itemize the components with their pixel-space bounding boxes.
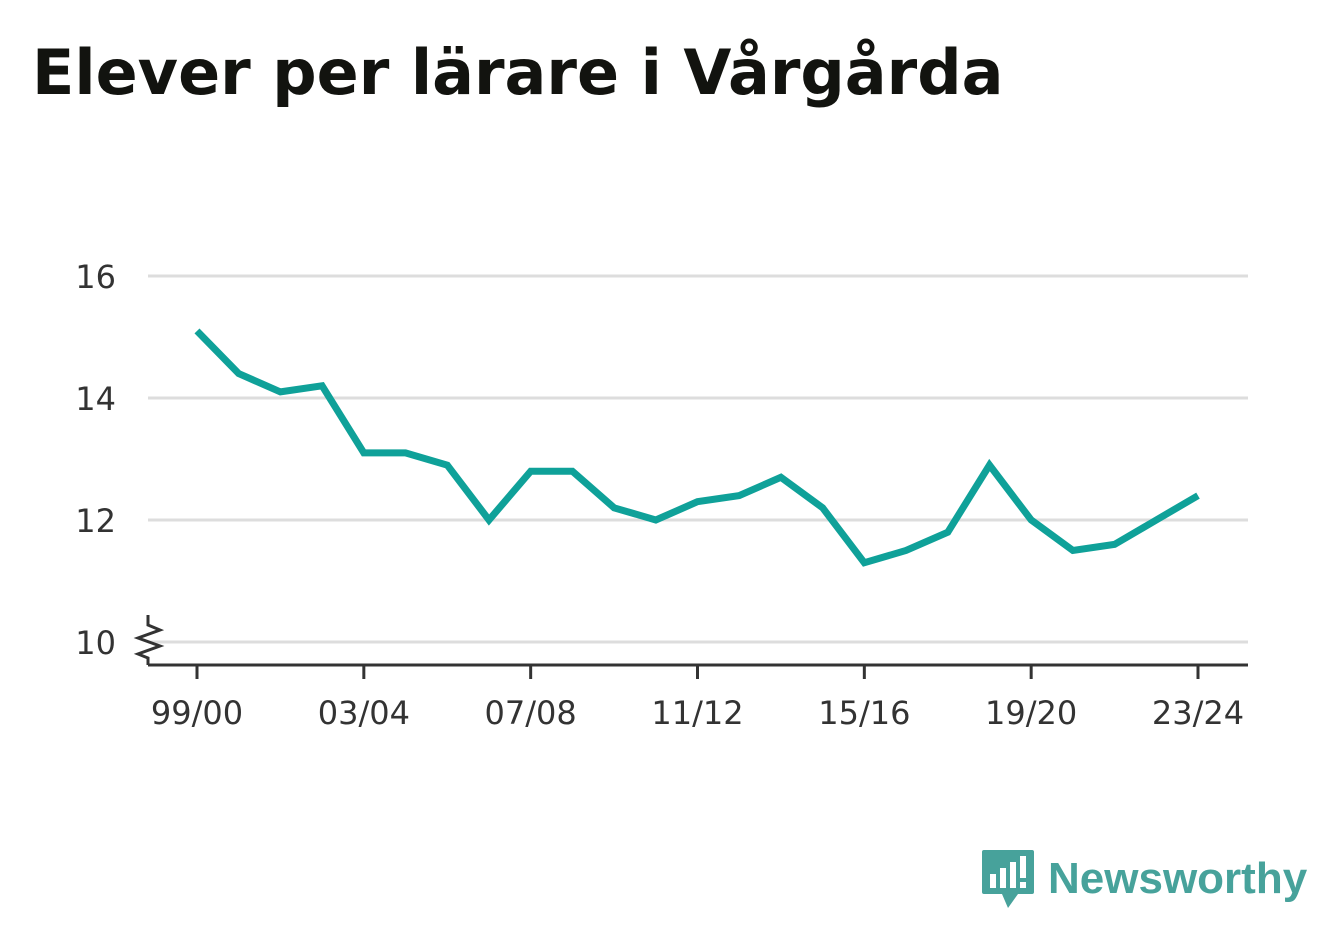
brand-name: Newsworthy — [1048, 854, 1308, 903]
y-tick-label: 12 — [75, 502, 116, 540]
line-chart: 10 12 14 16 99/00 03/04 07/08 11/12 15/16 19/20 2… — [75, 258, 1248, 732]
series-line — [194, 328, 1200, 567]
y-tick-label: 10 — [75, 624, 116, 662]
x-tick-label: 19/20 — [985, 694, 1077, 732]
x-tick-label: 23/24 — [1152, 694, 1244, 732]
x-tick-label: 15/16 — [818, 694, 910, 732]
x-axis-ticks: 99/00 03/04 07/08 11/12 15/16 19/20 23/24 — [151, 665, 1244, 732]
gridlines — [148, 274, 1248, 644]
series-group — [194, 328, 1200, 567]
newsworthy-chart-icon — [982, 850, 1034, 908]
y-tick-label: 16 — [75, 258, 116, 296]
x-tick-label: 11/12 — [651, 694, 743, 732]
x-axis — [133, 615, 1248, 667]
x-tick-label: 99/00 — [151, 694, 243, 732]
chart-title: Elever per lärare i Vårgårda — [32, 36, 1004, 109]
x-tick-label: 03/04 — [318, 694, 410, 732]
x-tick-label: 07/08 — [485, 694, 577, 732]
newsworthy-logo: Newsworthy — [980, 848, 1307, 910]
y-axis-break — [133, 615, 165, 665]
y-axis-ticks: 10 12 14 16 — [75, 258, 116, 662]
y-tick-label: 14 — [75, 380, 116, 418]
